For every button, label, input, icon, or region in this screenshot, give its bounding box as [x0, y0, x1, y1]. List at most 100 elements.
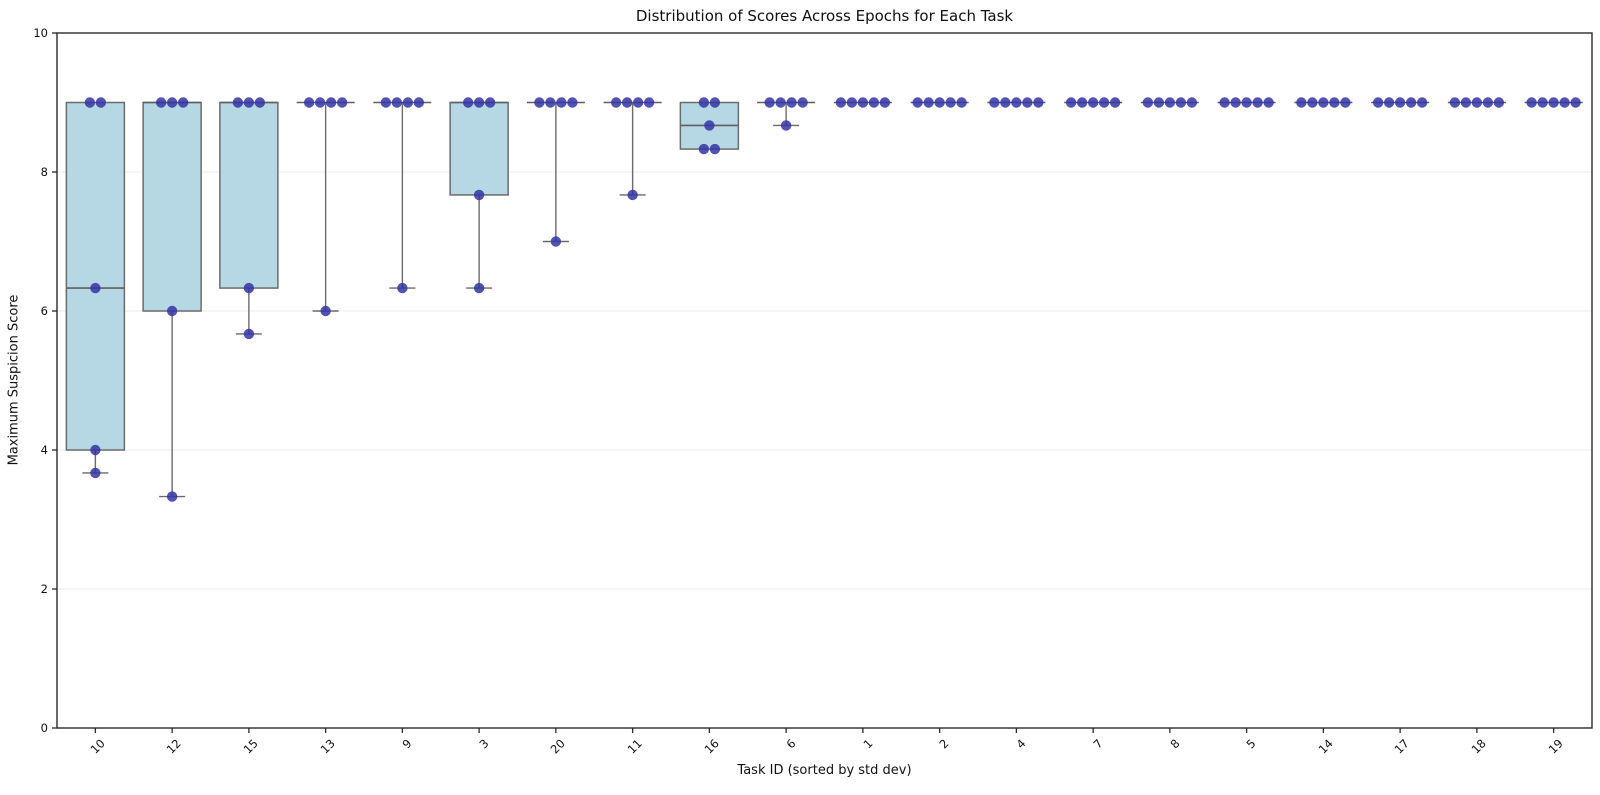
data-point-task-16: [698, 143, 710, 155]
data-point-task-6: [764, 97, 775, 108]
data-point-task-17: [1394, 97, 1406, 108]
data-point-task-4: [989, 97, 1000, 108]
data-point-task-9: [413, 97, 425, 108]
data-point-task-6: [797, 97, 808, 108]
y-axis-label: Maximum Suspicion Score: [6, 294, 22, 466]
data-point-task-17: [1372, 97, 1384, 108]
data-point-task-13: [320, 305, 331, 317]
data-point-task-16: [709, 143, 721, 155]
data-point-task-5: [1263, 97, 1274, 108]
data-point-task-12: [166, 305, 178, 317]
data-point-task-8: [1186, 97, 1198, 108]
data-point-task-16: [704, 120, 715, 131]
data-point-task-2: [945, 97, 956, 108]
y-tick-label-6: 6: [40, 303, 48, 318]
data-point-task-8: [1164, 97, 1176, 108]
data-point-task-17: [1405, 97, 1417, 108]
data-point-task-10: [90, 467, 101, 479]
data-point-task-14: [1318, 97, 1329, 108]
y-tick-label-4: 4: [40, 442, 48, 457]
data-point-task-8: [1142, 97, 1154, 108]
chart-title: Distribution of Scores Across Epochs for…: [635, 7, 1014, 25]
data-point-task-11: [610, 97, 622, 108]
box-task-10: [65, 101, 126, 451]
data-point-task-7: [1065, 97, 1077, 108]
data-point-task-11: [627, 189, 638, 201]
y-tick-label-8: 8: [40, 164, 48, 179]
data-point-task-7: [1076, 97, 1088, 108]
data-point-task-16: [698, 97, 710, 108]
data-point-task-14: [1296, 97, 1307, 108]
data-point-task-15: [232, 97, 244, 108]
data-point-task-19: [1548, 97, 1559, 108]
data-point-task-16: [709, 97, 721, 108]
data-point-task-19: [1570, 97, 1581, 108]
y-tick-label-2: 2: [40, 581, 48, 596]
data-point-task-6: [786, 97, 797, 108]
x-axis-label: Task ID (sorted by std dev): [737, 763, 912, 778]
data-point-task-1: [879, 97, 891, 108]
data-point-task-17: [1383, 97, 1395, 108]
data-point-task-6: [775, 97, 786, 108]
data-point-task-20: [534, 97, 545, 108]
data-point-task-14: [1307, 97, 1318, 108]
data-point-task-17: [1416, 97, 1428, 108]
data-point-task-3: [473, 189, 485, 201]
data-point-task-4: [1033, 97, 1044, 108]
data-point-task-18: [1449, 97, 1461, 108]
data-point-task-20: [550, 236, 562, 247]
data-point-task-12: [166, 97, 178, 108]
data-point-task-3: [484, 97, 496, 108]
box-task-12: [142, 101, 202, 312]
data-point-task-20: [545, 97, 556, 108]
data-point-task-5: [1241, 97, 1252, 108]
data-point-task-13: [336, 97, 348, 108]
data-point-task-4: [1011, 97, 1022, 108]
data-point-task-7: [1098, 97, 1110, 108]
data-point-task-12: [177, 97, 189, 108]
data-point-task-15: [254, 97, 266, 108]
box-task-15: [219, 101, 279, 289]
data-point-task-18: [1493, 97, 1505, 108]
data-point-task-9: [391, 97, 403, 108]
data-point-task-10: [95, 97, 107, 108]
data-point-task-3: [462, 97, 474, 108]
data-point-task-20: [567, 97, 578, 108]
data-point-task-2: [934, 97, 945, 108]
data-point-task-7: [1087, 97, 1099, 108]
data-point-task-8: [1175, 97, 1187, 108]
data-point-task-9: [402, 97, 414, 108]
data-point-task-15: [243, 282, 255, 294]
data-point-task-18: [1460, 97, 1472, 108]
data-point-task-1: [835, 97, 847, 108]
data-point-task-1: [868, 97, 880, 108]
data-point-task-2: [956, 97, 967, 108]
data-point-task-10: [90, 282, 101, 294]
data-point-task-19: [1537, 97, 1548, 108]
data-point-task-11: [643, 97, 655, 108]
data-point-task-1: [857, 97, 869, 108]
data-point-task-20: [556, 97, 567, 108]
data-point-task-10: [90, 444, 101, 456]
data-point-task-7: [1109, 97, 1121, 108]
data-point-task-18: [1482, 97, 1494, 108]
data-point-task-3: [473, 282, 485, 294]
data-point-task-12: [166, 491, 178, 502]
plot-border: [56, 32, 1593, 729]
data-point-task-6: [780, 120, 792, 131]
data-point-task-15: [243, 328, 255, 340]
data-point-task-13: [325, 97, 337, 108]
data-point-task-5: [1219, 97, 1230, 108]
data-point-task-2: [912, 97, 923, 108]
data-point-task-12: [155, 97, 167, 108]
data-point-task-9: [397, 282, 408, 294]
data-point-task-1: [846, 97, 858, 108]
data-point-task-9: [380, 97, 392, 108]
data-point-task-4: [1022, 97, 1033, 108]
data-point-task-11: [621, 97, 633, 108]
data-point-task-2: [923, 97, 934, 108]
box-task-3: [449, 101, 509, 196]
data-point-task-14: [1329, 97, 1340, 108]
